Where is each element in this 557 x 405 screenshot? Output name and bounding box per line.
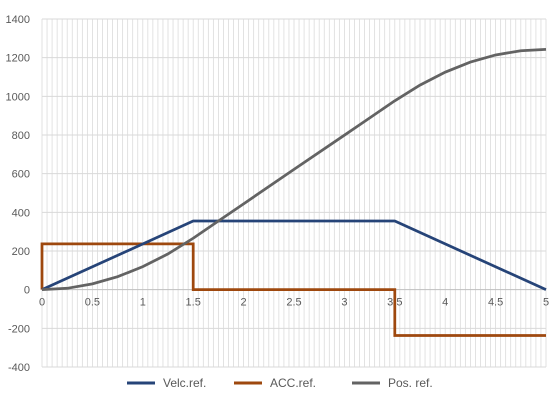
y-tick-label: -200 — [8, 323, 30, 335]
series-line — [40, 242, 546, 337]
legend-label: ACC.ref. — [270, 376, 316, 390]
x-tick-label: 2.5 — [286, 297, 301, 309]
series-lines — [40, 47, 547, 337]
y-tick-label: -400 — [8, 362, 30, 374]
x-tick-label: 3 — [341, 297, 347, 309]
y-tick-label: 200 — [12, 246, 30, 258]
x-tick-label: 2 — [241, 297, 247, 309]
x-tick-label: 0.5 — [85, 297, 100, 309]
x-tick-label: 1.5 — [186, 297, 201, 309]
y-tick-label: 1400 — [6, 14, 30, 26]
legend-label: Pos. ref. — [388, 376, 433, 390]
x-tick-label: 4.5 — [488, 297, 503, 309]
series-line — [41, 47, 547, 292]
x-tick-label: 4 — [442, 297, 448, 309]
gridlines — [41, 18, 547, 368]
y-tick-label: 800 — [12, 130, 30, 142]
y-tick-label: 600 — [12, 169, 30, 181]
x-tick-label: 0 — [39, 297, 45, 309]
y-axis-tick-labels: -400 -200 0 200 400 600 800 1000 1200 1400 — [6, 14, 30, 374]
series-line — [41, 219, 547, 291]
legend: Velc.ref. ACC.ref. Pos. ref. — [127, 376, 433, 390]
x-tick-label: 5 — [543, 297, 549, 309]
x-axis-tick-labels: 0 0.5 1 1.5 2 2.5 3 3.5 4 4.5 5 — [39, 297, 549, 309]
y-tick-label: 0 — [24, 285, 30, 297]
y-tick-label: 1200 — [6, 53, 30, 65]
y-tick-label: 400 — [12, 207, 30, 219]
legend-label: Velc.ref. — [163, 376, 206, 390]
x-tick-label: 1 — [140, 297, 146, 309]
y-tick-label: 1000 — [6, 91, 30, 103]
